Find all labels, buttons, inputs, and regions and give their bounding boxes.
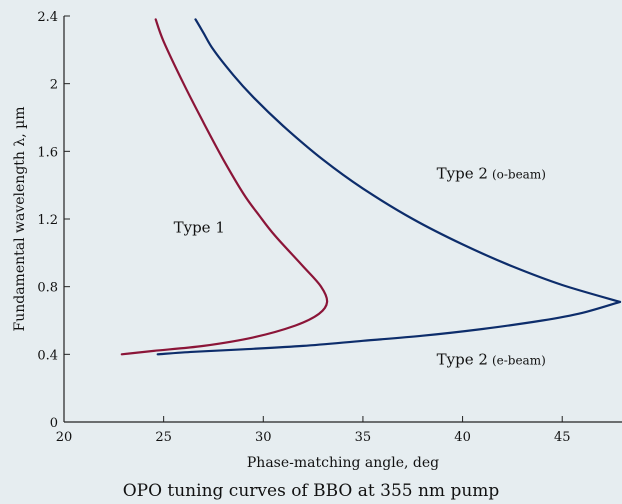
y-tick-label: 0 <box>50 416 58 431</box>
x-tick-label: 20 <box>56 430 73 445</box>
x-tick-label: 25 <box>155 430 172 445</box>
y-tick-label: 2.4 <box>37 10 58 25</box>
annotation-label-1: Type 2 (o-beam) <box>437 164 546 182</box>
x-tick-label: 40 <box>454 430 471 445</box>
annotation-sub-2: (e-beam) <box>492 353 546 367</box>
series-line-1 <box>194 18 622 303</box>
series-line-2 <box>156 300 622 356</box>
chart-title: OPO tuning curves of BBO at 355 nm pump <box>123 481 500 501</box>
x-tick-label: 45 <box>554 430 571 445</box>
series-line-0 <box>120 18 329 356</box>
annotation-sub-1: (o-beam) <box>492 167 546 181</box>
y-tick-label: 0.8 <box>37 281 58 296</box>
series-layer <box>120 18 622 356</box>
y-tick-label: 2 <box>50 78 58 93</box>
annotation-layer: Type 1 Type 2 (o-beam) Type 2 (e-beam) <box>174 164 546 368</box>
x-tick-label: 35 <box>355 430 372 445</box>
x-ticks: 20 25 30 35 40 45 <box>56 416 571 445</box>
x-axis-label: Phase-matching angle, deg <box>247 455 439 471</box>
y-tick-label: 0.4 <box>37 348 58 363</box>
y-ticks: 0 0.4 0.8 1.2 1.6 2 2.4 <box>37 10 70 431</box>
y-tick-label: 1.2 <box>37 213 58 228</box>
y-tick-label: 1.6 <box>37 145 58 160</box>
annotation-label-0: Type 1 <box>174 219 225 237</box>
x-tick-label: 30 <box>255 430 272 445</box>
annotation-label-2: Type 2 (e-beam) <box>437 350 546 368</box>
y-axis-label: Fundamental wavelength λ, µm <box>12 106 28 331</box>
